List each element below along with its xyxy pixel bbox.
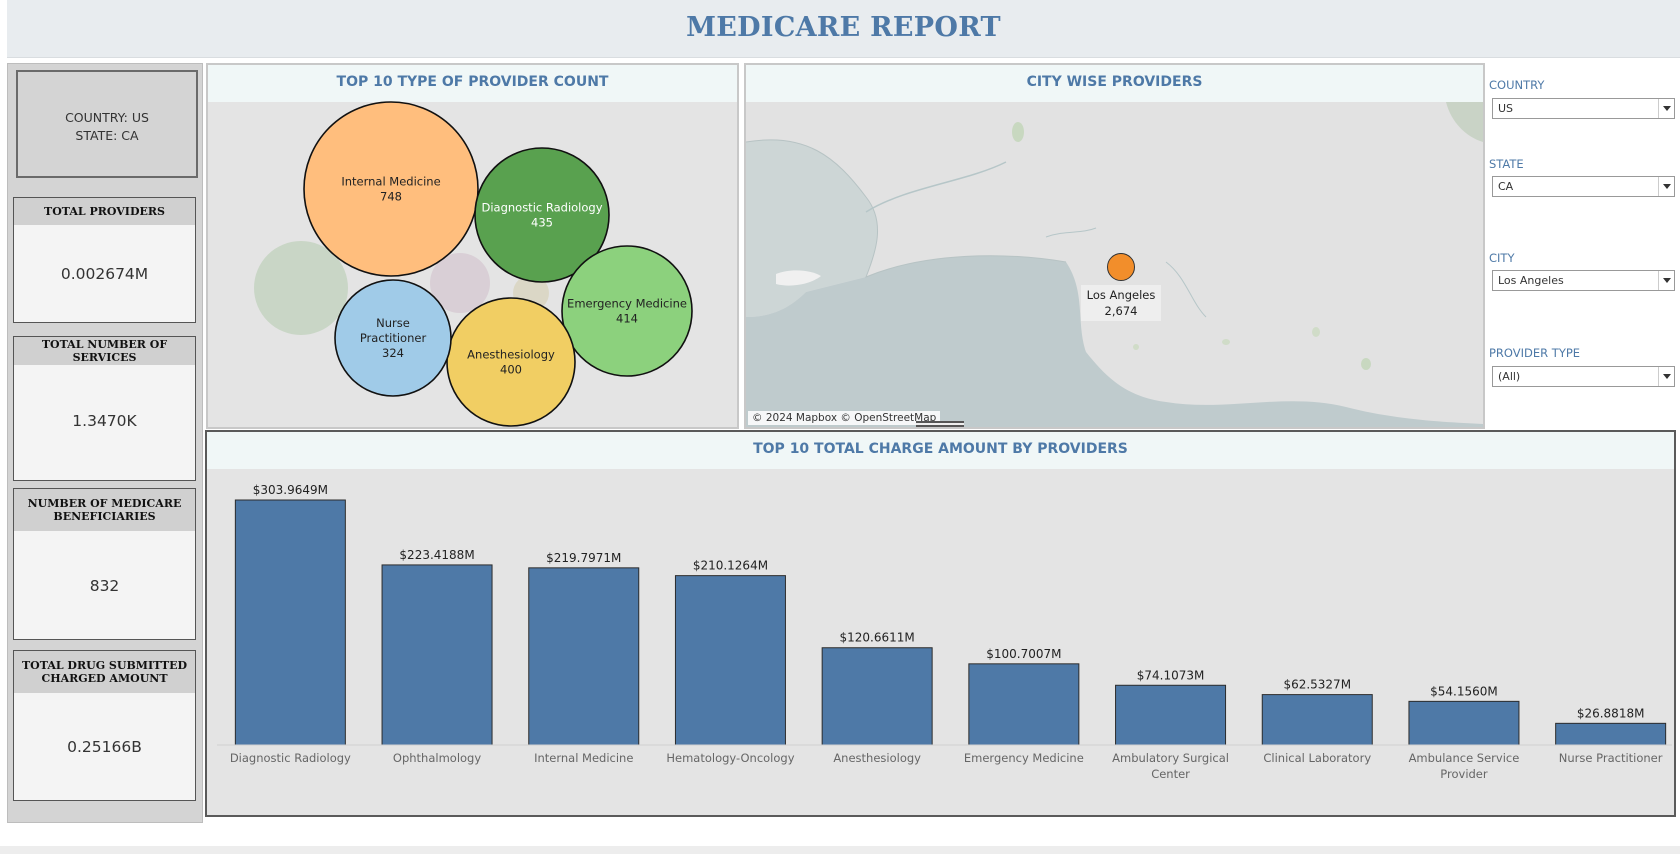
chevron-down-icon[interactable] xyxy=(1658,177,1674,196)
chevron-down-icon[interactable] xyxy=(1658,271,1674,290)
filter-panel: COUNTRY US STATE CA CITY Los Angeles PRO… xyxy=(1488,63,1680,433)
bubble-label: Internal Medicine xyxy=(341,175,440,189)
chevron-down-icon[interactable] xyxy=(1658,99,1674,118)
category-label: Clinical Laboratory xyxy=(1263,751,1371,765)
provider-type-bubble-panel: TOP 10 TYPE OF PROVIDER COUNT Internal M… xyxy=(206,63,739,429)
category-label: Diagnostic Radiology xyxy=(230,751,351,765)
category-label: Ambulance Service xyxy=(1409,751,1520,765)
bar[interactable] xyxy=(1261,694,1373,746)
bar[interactable] xyxy=(674,575,786,746)
category-label: Emergency Medicine xyxy=(964,751,1084,765)
category-label: Ambulatory Surgical xyxy=(1112,751,1229,765)
bubble-label: Nurse xyxy=(376,316,410,330)
bar-value-label: $54.1560M xyxy=(1430,684,1498,698)
bar-value-label: $100.7007M xyxy=(986,647,1061,661)
filter-country-select[interactable]: US xyxy=(1492,98,1675,119)
bar[interactable] xyxy=(381,564,493,746)
bar[interactable] xyxy=(234,499,346,746)
bar-value-label: $210.1264M xyxy=(693,559,768,573)
bar-value-label: $74.1073M xyxy=(1137,668,1205,682)
map-attribution[interactable]: © 2024 Mapbox © OpenStreetMap xyxy=(748,411,941,425)
bar[interactable] xyxy=(968,663,1080,746)
kpi-medicare-beneficiaries: NUMBER OF MEDICARE BENEFICIARIES 832 xyxy=(13,488,196,640)
provider-bubble[interactable] xyxy=(474,147,610,283)
bar-chart: $303.9649M Diagnostic Radiology $223.4188M… xyxy=(217,483,1672,781)
category-label: Internal Medicine xyxy=(534,751,633,765)
kpi-label: TOTAL DRUG SUBMITTED CHARGED AMOUNT xyxy=(14,651,195,693)
bar[interactable] xyxy=(1115,684,1227,746)
provider-bubble[interactable] xyxy=(334,279,452,397)
filter-state-select[interactable]: CA xyxy=(1492,176,1675,197)
bar-value-label: $62.5327M xyxy=(1283,678,1351,692)
footer-strip xyxy=(0,846,1680,854)
bubble-value: 748 xyxy=(380,190,402,204)
category-label: Center xyxy=(1151,767,1190,781)
provider-bubble[interactable] xyxy=(303,101,479,277)
background-bubble xyxy=(254,241,348,335)
report-title: MEDICARE REPORT xyxy=(686,12,1001,43)
background-bubble xyxy=(430,253,490,313)
bubble-value: 435 xyxy=(531,216,553,230)
category-label: Ophthalmology xyxy=(393,751,481,765)
scope-card: COUNTRY: US STATE: CA xyxy=(16,70,198,178)
bar[interactable] xyxy=(821,647,933,746)
bubble-label: Practitioner xyxy=(360,331,427,345)
bubble-value: 324 xyxy=(382,346,404,360)
kpi-value: 0.002674M xyxy=(60,265,149,283)
bubble-label: Diagnostic Radiology xyxy=(481,201,602,215)
los-angeles-marker[interactable] xyxy=(1107,253,1135,281)
bubble-value: 414 xyxy=(616,312,638,326)
filter-country-value: US xyxy=(1498,102,1514,115)
kpi-value: 0.25166B xyxy=(67,738,142,756)
bar-value-label: $26.8818M xyxy=(1577,706,1645,720)
bar-value-label: $120.6611M xyxy=(840,631,915,645)
filter-state-value: CA xyxy=(1498,180,1514,193)
filter-city-value: Los Angeles xyxy=(1498,274,1564,287)
kpi-label: NUMBER OF MEDICARE BENEFICIARIES xyxy=(14,489,195,531)
category-label: Provider xyxy=(1440,767,1488,781)
scope-country: COUNTRY: US xyxy=(65,110,149,125)
map-panel-title: CITY WISE PROVIDERS xyxy=(746,65,1483,102)
bar-value-label: $223.4188M xyxy=(399,548,474,562)
filter-label-provider-type: PROVIDER TYPE xyxy=(1489,346,1581,360)
bar-value-label: $219.7971M xyxy=(546,551,621,565)
category-label: Hematology-Oncology xyxy=(666,751,794,765)
bubble-value: 400 xyxy=(500,363,522,377)
kpi-value: 832 xyxy=(89,577,120,595)
bubble-panel-title: TOP 10 TYPE OF PROVIDER COUNT xyxy=(208,65,737,102)
bubble-label: Emergency Medicine xyxy=(567,297,687,311)
map-marker-city: Los Angeles xyxy=(1086,288,1156,302)
bar[interactable] xyxy=(1555,722,1667,746)
bar[interactable] xyxy=(528,567,640,746)
filter-provider-type-value: (All) xyxy=(1498,370,1521,383)
category-label: Anesthesiology xyxy=(833,751,921,765)
category-label: Nurse Practitioner xyxy=(1559,751,1663,765)
bubble-label: Anesthesiology xyxy=(467,348,555,362)
kpi-value: 1.3470K xyxy=(72,412,137,430)
report-header: MEDICARE REPORT xyxy=(7,0,1680,58)
map-marker-count: 2,674 xyxy=(1104,304,1138,318)
provider-bubble[interactable] xyxy=(561,245,693,377)
kpi-label: TOTAL NUMBER OF SERVICES xyxy=(14,337,195,365)
bar-value-label: $303.9649M xyxy=(253,483,328,497)
filter-label-state: STATE xyxy=(1489,157,1524,171)
provider-bubble[interactable] xyxy=(446,297,576,427)
kpi-drug-charged-amount: TOTAL DRUG SUBMITTED CHARGED AMOUNT 0.25… xyxy=(13,650,196,801)
filter-label-country: COUNTRY xyxy=(1489,78,1545,92)
bar[interactable] xyxy=(1408,700,1520,746)
kpi-total-providers: TOTAL PROVIDERS 0.002674M xyxy=(13,197,196,323)
kpi-label: TOTAL PROVIDERS xyxy=(14,198,195,225)
map-marker-label: Los Angeles 2,674 xyxy=(1081,285,1161,321)
panel-resize-handle[interactable] xyxy=(916,421,964,427)
city-map-panel: CITY WISE PROVIDERS Los Angeles 2,674 © … xyxy=(744,63,1485,429)
chevron-down-icon[interactable] xyxy=(1658,367,1674,386)
kpi-total-services: TOTAL NUMBER OF SERVICES 1.3470K xyxy=(13,336,196,481)
filter-provider-type-select[interactable]: (All) xyxy=(1492,366,1675,387)
filter-city-select[interactable]: Los Angeles xyxy=(1492,270,1675,291)
filter-label-city: CITY xyxy=(1489,251,1515,265)
scope-state: STATE: CA xyxy=(75,128,139,143)
charge-amount-bar-panel: TOP 10 TOTAL CHARGE AMOUNT BY PROVIDERS … xyxy=(205,430,1676,817)
bar-panel-title: TOP 10 TOTAL CHARGE AMOUNT BY PROVIDERS xyxy=(207,432,1674,469)
